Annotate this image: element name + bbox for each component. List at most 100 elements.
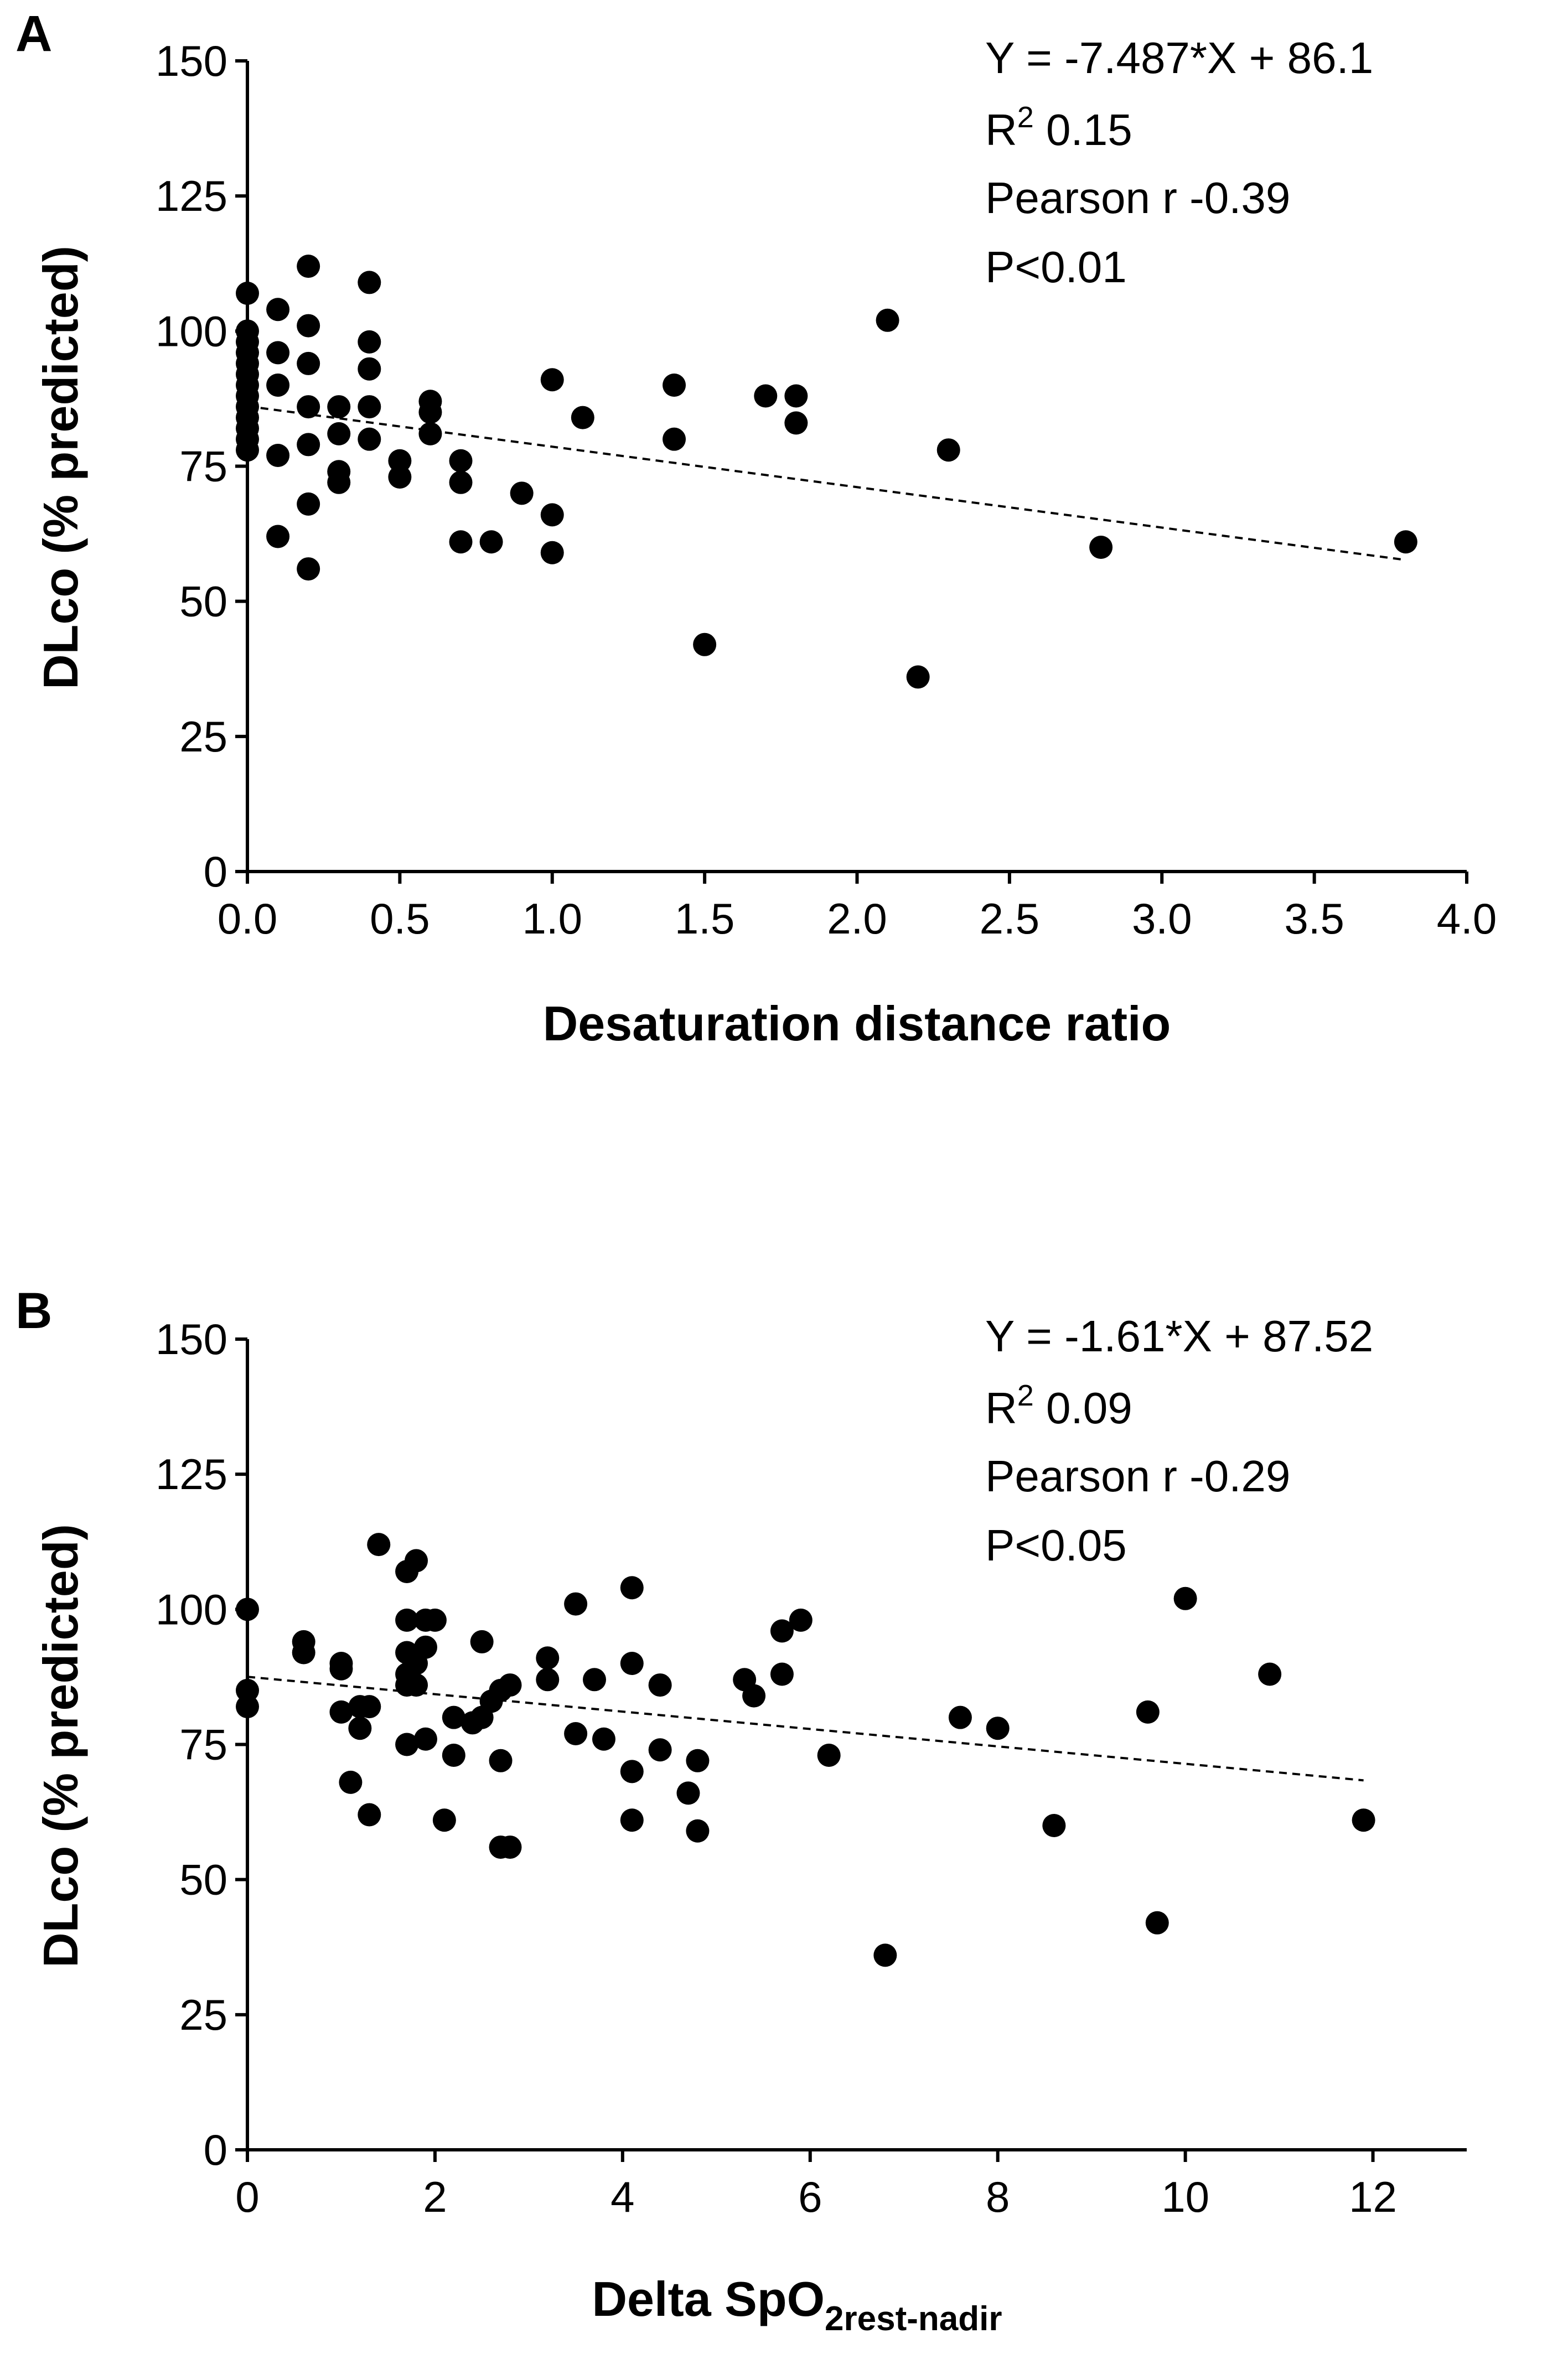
data-point-b: [686, 1819, 710, 1843]
data-point-b: [648, 1673, 672, 1697]
data-point-b: [367, 1533, 391, 1557]
data-point-a: [297, 255, 320, 278]
data-point-b: [432, 1808, 456, 1832]
data-point-b: [405, 1549, 428, 1573]
data-point-a: [236, 438, 259, 462]
pearson-r-b: Pearson r -0.29: [985, 1451, 1290, 1501]
x-tick-label-a: 2.0: [827, 894, 887, 943]
data-point-b: [770, 1619, 794, 1643]
data-point-b: [470, 1630, 494, 1653]
data-point-b: [1136, 1700, 1160, 1724]
data-point-b: [358, 1695, 381, 1719]
data-point-b: [498, 1835, 522, 1859]
data-point-b: [423, 1608, 447, 1632]
data-point-a: [418, 422, 442, 445]
data-point-b: [536, 1646, 560, 1670]
y-tick-label-b: 75: [179, 1720, 227, 1769]
data-point-a: [449, 449, 473, 473]
x-tick-label-b: 6: [798, 2172, 822, 2221]
r2-prefix-b: R: [985, 1383, 1017, 1433]
data-point-b: [442, 1744, 465, 1767]
x-tick-label-a: 1.0: [522, 894, 582, 943]
y-axis-title-b: DLco (% predicted): [33, 1524, 88, 1968]
regression-equation-a: Y = -7.487*X + 86.1: [985, 33, 1373, 82]
data-point-a: [266, 443, 290, 467]
data-point-b: [742, 1684, 766, 1708]
data-point-a: [358, 395, 381, 419]
data-point-b: [948, 1705, 972, 1729]
data-point-a: [358, 357, 381, 381]
panel-a: A 0 25 50 75 100 125 150 0.0 0.5 1.0 1.5 2.0 2.5 3.0 3…: [15, 6, 1497, 1051]
y-tick-label-b: 125: [156, 1450, 227, 1498]
data-point-b: [358, 1803, 381, 1827]
data-point-b: [329, 1657, 353, 1681]
panel-label-b: B: [15, 1283, 52, 1339]
x-tick-label-b: 12: [1349, 2172, 1397, 2221]
data-point-b: [348, 1717, 372, 1740]
y-tick-label-b: 150: [156, 1315, 227, 1363]
data-point-a: [906, 665, 930, 689]
data-point-b: [536, 1668, 560, 1692]
data-point-a: [540, 503, 564, 527]
regression-equation-b: Y = -1.61*X + 87.52: [985, 1311, 1373, 1361]
data-point-b: [620, 1760, 644, 1783]
y-tick-label-a: 25: [179, 712, 227, 761]
x-axis-title-b-main: Delta SpO: [592, 2272, 825, 2326]
data-point-b: [395, 1608, 419, 1632]
panel-b: B 0 25 50 75 100 125 150 0 2 4 6 8 10 12 DLco (% pred…: [15, 1283, 1467, 2338]
r2-value-b: 0.09: [1034, 1383, 1132, 1433]
y-tick-label-a: 125: [156, 172, 227, 220]
data-point-b: [236, 1678, 259, 1702]
data-point-b: [236, 1598, 259, 1621]
data-point-a: [754, 384, 778, 408]
p-value-a: P<0.01: [985, 242, 1127, 292]
data-point-a: [297, 395, 320, 419]
data-point-b: [817, 1744, 841, 1767]
data-point-b: [1173, 1586, 1197, 1610]
data-point-a: [449, 470, 473, 494]
data-point-b: [564, 1592, 588, 1616]
data-point-a: [876, 308, 899, 332]
data-point-b: [236, 1695, 259, 1719]
data-point-a: [663, 374, 686, 397]
data-point-b: [413, 1635, 437, 1659]
data-point-b: [676, 1781, 700, 1805]
data-point-b: [564, 1722, 588, 1745]
data-point-b: [1258, 1662, 1282, 1686]
data-point-b: [339, 1770, 363, 1794]
y-tick-label-b: 50: [179, 1855, 227, 1904]
data-point-b: [329, 1700, 353, 1724]
stats-block-a: Y = -7.487*X + 86.1 R2 0.15 Pearson r -0…: [985, 33, 1373, 292]
data-point-a: [449, 530, 473, 554]
x-axis-title-b: Delta SpO2rest-nadir: [592, 2272, 1002, 2338]
data-point-b: [1042, 1814, 1066, 1837]
x-axis-title-a: Desaturation distance ratio: [543, 996, 1171, 1051]
data-point-a: [358, 330, 381, 354]
y-axis-title-a: DLco (% predicted): [33, 246, 88, 689]
data-point-b: [986, 1717, 1010, 1740]
x-tick-label-a: 3.0: [1132, 894, 1192, 943]
trendline-a: [247, 405, 1406, 561]
r2-sup-a: 2: [1017, 101, 1034, 134]
data-point-b: [583, 1668, 607, 1692]
data-point-a: [266, 298, 290, 322]
data-point-b: [442, 1705, 465, 1729]
y-tick-label-a: 100: [156, 307, 227, 355]
trendline-b: [247, 1676, 1364, 1782]
data-point-a: [571, 406, 594, 429]
data-point-a: [266, 341, 290, 365]
y-tick-label-a: 150: [156, 37, 227, 85]
data-point-a: [479, 530, 503, 554]
x-tick-label-b: 4: [610, 2172, 634, 2221]
r2-prefix-a: R: [985, 105, 1017, 154]
x-tick-label-b: 2: [423, 2172, 447, 2221]
r-squared-a: R2 0.15: [985, 101, 1132, 154]
data-point-a: [1394, 530, 1417, 554]
data-point-b: [498, 1673, 522, 1697]
data-point-a: [297, 492, 320, 516]
data-point-a: [540, 368, 564, 392]
data-point-b: [592, 1727, 615, 1751]
data-point-b: [395, 1733, 419, 1756]
y-tick-label-b: 25: [179, 1990, 227, 2039]
data-point-a: [358, 427, 381, 451]
